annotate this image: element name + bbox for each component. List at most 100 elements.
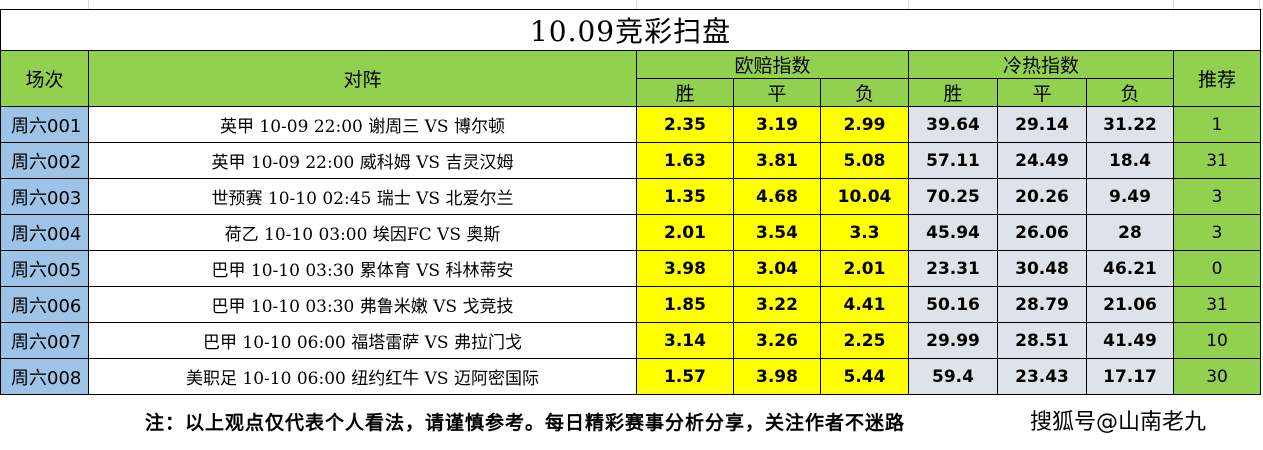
odds-win-cell: 2.35 <box>636 106 734 143</box>
odds-win-cell: 3.98 <box>636 250 734 287</box>
odds-draw-cell: 4.68 <box>733 178 821 215</box>
header-recommend: 推荐 <box>1172 50 1262 107</box>
odds-lose-cell: 2.01 <box>820 250 909 287</box>
odds-lose-cell: 10.04 <box>820 178 909 215</box>
fixture-cell: 英甲 10-09 22:00 谢周三 VS 博尔顿 <box>88 106 637 143</box>
odds-lose-cell: 3.3 <box>820 214 909 251</box>
odds-win-cell: 2.01 <box>636 214 734 251</box>
heat-win-cell: 59.4 <box>908 358 998 395</box>
gridline <box>636 0 637 9</box>
heat-draw-cell: 24.49 <box>997 142 1087 179</box>
odds-draw-cell: 3.04 <box>733 250 821 287</box>
odds-draw-cell: 3.26 <box>733 322 821 359</box>
fixture-cell: 巴甲 10-10 03:30 弗鲁米嫩 VS 戈竞技 <box>88 286 637 323</box>
odds-win-cell: 1.85 <box>636 286 734 323</box>
recommend-cell: 31 <box>1172 286 1262 323</box>
fixture-cell: 英甲 10-09 22:00 威科姆 VS 吉灵汉姆 <box>88 142 637 179</box>
heat-draw-cell: 26.06 <box>997 214 1087 251</box>
match-no-cell: 周六006 <box>0 286 89 323</box>
heat-win-cell: 29.99 <box>908 322 998 359</box>
heat-win-cell: 50.16 <box>908 286 998 323</box>
odds-table: 10.09竞彩扫盘 场次 对阵 欧赔指数 冷热指数 推荐 胜 平 负 胜 平 负… <box>0 9 1262 395</box>
odds-win-cell: 3.14 <box>636 322 734 359</box>
odds-win-cell: 1.63 <box>636 142 734 179</box>
heat-win-cell: 57.11 <box>908 142 998 179</box>
header-euro-odds: 欧赔指数 <box>636 50 909 79</box>
odds-draw-cell: 3.19 <box>733 106 821 143</box>
heat-win-cell: 23.31 <box>908 250 998 287</box>
odds-win-cell: 1.57 <box>636 358 734 395</box>
gridline <box>88 0 89 9</box>
gridline <box>1173 0 1174 9</box>
fixture-cell: 荷乙 10-10 03:00 埃因FC VS 奥斯 <box>88 214 637 251</box>
subheader-odds-lose: 负 <box>820 78 909 107</box>
footer-note: 注：以上观点仅代表个人看法，请谨慎参考。每日精彩赛事分析分享，关注作者不迷路 <box>145 412 906 434</box>
fixture-cell: 巴甲 10-10 06:00 福塔雷萨 VS 弗拉门戈 <box>88 322 637 359</box>
recommend-cell: 0 <box>1172 250 1262 287</box>
table-row: 周六002 英甲 10-09 22:00 威科姆 VS 吉灵汉姆 1.63 3.81 5… <box>0 142 1262 179</box>
match-no-cell: 周六007 <box>0 322 89 359</box>
gridline <box>908 0 909 9</box>
table-row: 周六006 巴甲 10-10 03:30 弗鲁米嫩 VS 戈竞技 1.85 3.22 4… <box>0 286 1262 323</box>
recommend-cell: 10 <box>1172 322 1262 359</box>
table-row: 周六001 英甲 10-09 22:00 谢周三 VS 博尔顿 2.35 3.19 2.… <box>0 106 1262 143</box>
table-row: 周六007 巴甲 10-10 06:00 福塔雷萨 VS 弗拉门戈 3.14 3.26… <box>0 322 1262 359</box>
subheader-heat-draw: 平 <box>997 78 1087 107</box>
heat-lose-cell: 21.06 <box>1086 286 1174 323</box>
match-no-cell: 周六004 <box>0 214 89 251</box>
table-row: 周六005 巴甲 10-10 03:30 累体育 VS 科林蒂安 3.98 3.04 2… <box>0 250 1262 287</box>
odds-lose-cell: 2.25 <box>820 322 909 359</box>
recommend-cell: 1 <box>1172 106 1262 143</box>
heat-lose-cell: 9.49 <box>1086 178 1174 215</box>
subheader-heat-win: 胜 <box>908 78 998 107</box>
match-no-cell: 周六001 <box>0 106 89 143</box>
heat-draw-cell: 30.48 <box>997 250 1087 287</box>
fixture-cell: 美职足 10-10 06:00 纽约红牛 VS 迈阿密国际 <box>88 358 637 395</box>
heat-lose-cell: 31.22 <box>1086 106 1174 143</box>
gridline <box>1259 0 1260 9</box>
table-row: 周六003 世预赛 10-10 02:45 瑞士 VS 北爱尔兰 1.35 4.68 1… <box>0 178 1262 215</box>
odds-draw-cell: 3.98 <box>733 358 821 395</box>
odds-win-cell: 1.35 <box>636 178 734 215</box>
heat-win-cell: 45.94 <box>908 214 998 251</box>
odds-lose-cell: 4.41 <box>820 286 909 323</box>
table-title: 10.09竞彩扫盘 <box>0 9 1262 51</box>
recommend-cell: 3 <box>1172 214 1262 251</box>
heat-draw-cell: 29.14 <box>997 106 1087 143</box>
header-match-no: 场次 <box>0 50 89 107</box>
recommend-cell: 31 <box>1172 142 1262 179</box>
odds-draw-cell: 3.54 <box>733 214 821 251</box>
odds-draw-cell: 3.22 <box>733 286 821 323</box>
match-no-cell: 周六002 <box>0 142 89 179</box>
heat-draw-cell: 20.26 <box>997 178 1087 215</box>
heat-lose-cell: 17.17 <box>1086 358 1174 395</box>
heat-lose-cell: 46.21 <box>1086 250 1174 287</box>
table-row: 周六008 美职足 10-10 06:00 纽约红牛 VS 迈阿密国际 1.57 3.… <box>0 358 1262 395</box>
subheader-odds-win: 胜 <box>636 78 734 107</box>
header-fixture: 对阵 <box>88 50 637 107</box>
fixture-cell: 世预赛 10-10 02:45 瑞士 VS 北爱尔兰 <box>88 178 637 215</box>
match-no-cell: 周六005 <box>0 250 89 287</box>
odds-lose-cell: 5.44 <box>820 358 909 395</box>
match-no-cell: 周六003 <box>0 178 89 215</box>
heat-lose-cell: 18.4 <box>1086 142 1174 179</box>
odds-draw-cell: 3.81 <box>733 142 821 179</box>
heat-win-cell: 70.25 <box>908 178 998 215</box>
heat-draw-cell: 23.43 <box>997 358 1087 395</box>
table-row: 周六004 荷乙 10-10 03:00 埃因FC VS 奥斯 2.01 3.54 3.… <box>0 214 1262 251</box>
fixture-cell: 巴甲 10-10 03:30 累体育 VS 科林蒂安 <box>88 250 637 287</box>
recommend-cell: 30 <box>1172 358 1262 395</box>
heat-draw-cell: 28.51 <box>997 322 1087 359</box>
subheader-odds-draw: 平 <box>733 78 821 107</box>
subheader-heat-lose: 负 <box>1086 78 1174 107</box>
odds-lose-cell: 5.08 <box>820 142 909 179</box>
heat-lose-cell: 28 <box>1086 214 1174 251</box>
heat-win-cell: 39.64 <box>908 106 998 143</box>
heat-draw-cell: 28.79 <box>997 286 1087 323</box>
watermark: 搜狐号@山南老九 <box>1030 410 1207 435</box>
recommend-cell: 3 <box>1172 178 1262 215</box>
match-no-cell: 周六008 <box>0 358 89 395</box>
odds-lose-cell: 2.99 <box>820 106 909 143</box>
header-heat-index: 冷热指数 <box>908 50 1174 79</box>
